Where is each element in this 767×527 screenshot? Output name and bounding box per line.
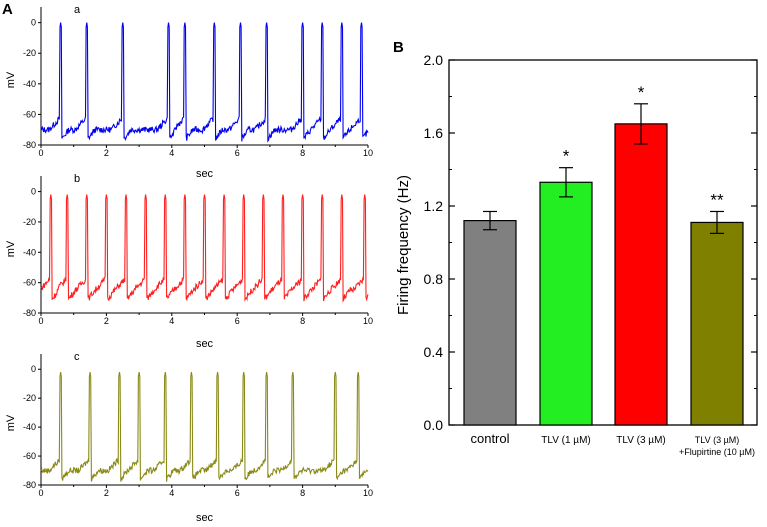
trace-panels: 0-20-40-60-800 2 4 6 8 10mVseca0-20-40-60-800… — [5, 4, 373, 524]
y-tick-label: -40 — [23, 422, 36, 432]
y-tick-label: -80 — [23, 308, 36, 318]
y-tick-label: 0 — [31, 364, 36, 374]
bar — [539, 181, 593, 426]
x-tick-label: 6 — [235, 148, 240, 158]
x-tick-label: 0 — [38, 488, 43, 498]
y-axis-label: mV — [5, 414, 17, 431]
category-label: TLV (3 µM) — [616, 435, 665, 446]
x-tick-label: 2 — [104, 316, 109, 326]
y-tick-label: 0.0 — [424, 417, 444, 433]
x-axis-label: sec — [196, 168, 214, 180]
trace-label: c — [74, 351, 80, 363]
bar — [614, 123, 668, 426]
y-tick-label: 0.8 — [424, 271, 444, 287]
x-axis-label: sec — [196, 512, 214, 524]
x-tick-label: 4 — [169, 148, 174, 158]
category-sublabel: +Flupirtine (10 µM) — [679, 447, 755, 457]
category-label: TLV (1 µM) — [541, 435, 590, 446]
x-tick-label: 10 — [363, 488, 373, 498]
bar — [690, 221, 744, 426]
x-tick-label: 10 — [363, 316, 373, 326]
x-tick-label: 6 — [235, 488, 240, 498]
panel-a-label: A — [2, 1, 13, 18]
y-tick-label: 1.2 — [424, 198, 444, 214]
x-tick-label: 0 — [38, 316, 43, 326]
x-tick-label: 0 — [38, 148, 43, 158]
x-tick-label: 10 — [363, 148, 373, 158]
y-tick-label: -80 — [23, 140, 36, 150]
y-tick-label: -40 — [23, 79, 36, 89]
x-tick-label: 2 — [104, 148, 109, 158]
x-axis-label: sec — [196, 338, 214, 350]
x-tick-label: 2 — [104, 488, 109, 498]
y-axis-label: Firing frequency (Hz) — [395, 175, 412, 315]
y-tick-label: 1.6 — [424, 125, 444, 141]
voltage-trace — [40, 372, 369, 482]
y-tick-label: -60 — [23, 451, 36, 461]
y-tick-label: -60 — [23, 278, 36, 288]
y-tick-label: -40 — [23, 247, 36, 257]
y-tick-label: 0.4 — [424, 344, 444, 360]
x-tick-label: 4 — [169, 316, 174, 326]
trace-label: a — [74, 4, 81, 16]
y-tick-label: -20 — [23, 217, 36, 227]
x-tick-label: 8 — [300, 316, 305, 326]
category-label: TLV (3 µM) — [695, 435, 740, 445]
y-tick-label: -60 — [23, 109, 36, 119]
y-tick-label: -80 — [23, 480, 36, 490]
x-tick-label: 4 — [169, 488, 174, 498]
panel-b-label: B — [393, 39, 404, 56]
y-axis-label: mV — [5, 240, 17, 257]
voltage-trace — [40, 194, 369, 303]
significance-marker: ** — [710, 190, 724, 209]
significance-marker: * — [563, 147, 570, 166]
x-tick-label: 6 — [235, 316, 240, 326]
category-label: control — [470, 431, 509, 446]
trace-label: b — [74, 173, 80, 185]
y-tick-label: -20 — [23, 393, 36, 403]
significance-marker: * — [638, 83, 645, 102]
x-tick-label: 8 — [300, 488, 305, 498]
bar-chart: 0.0 0.4 0.8 1.2 1.6 2.0 Firing frequency (Hz) c… — [395, 52, 758, 457]
x-tick-label: 8 — [300, 148, 305, 158]
y-tick-label: 0 — [31, 187, 36, 197]
bar — [463, 220, 517, 426]
y-tick-label: 2.0 — [424, 52, 444, 68]
voltage-trace — [40, 22, 369, 143]
y-tick-label: -20 — [23, 48, 36, 58]
y-tick-label: 0 — [31, 18, 36, 28]
y-axis-label: mV — [5, 71, 17, 88]
